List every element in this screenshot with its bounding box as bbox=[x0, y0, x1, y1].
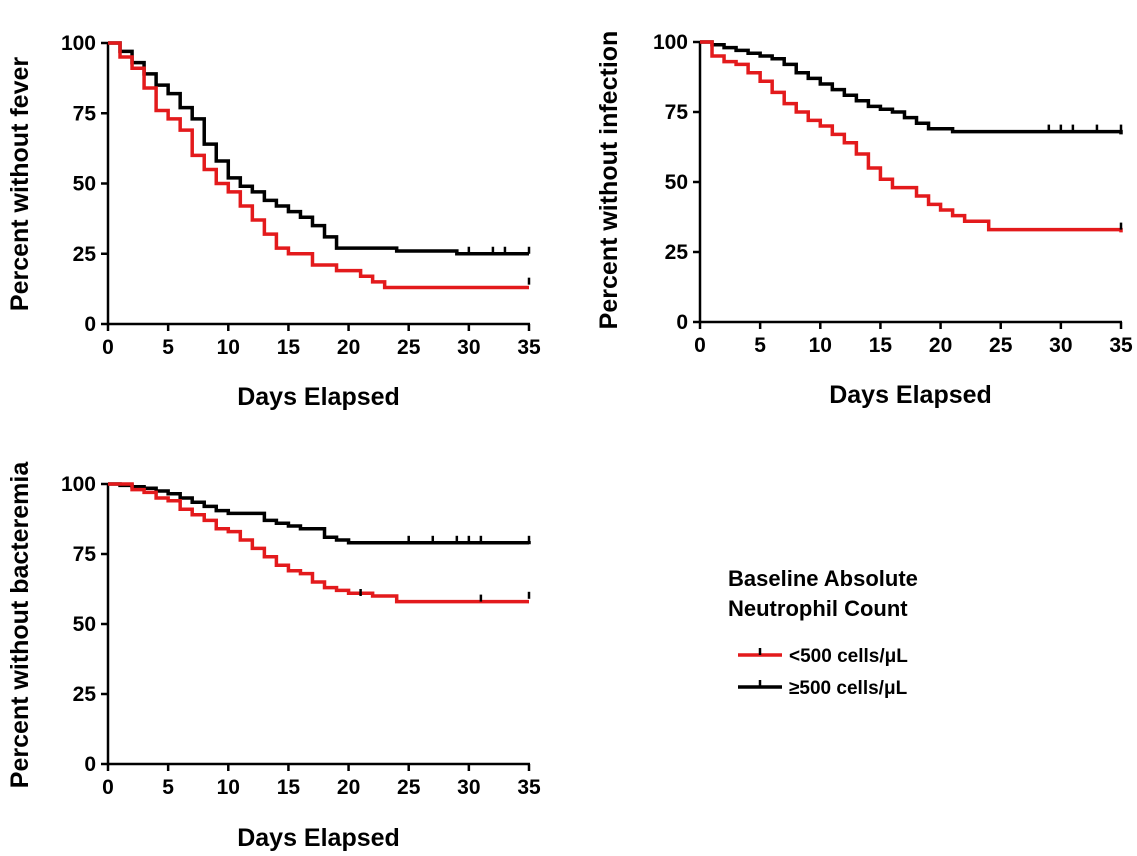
y-tick-label: 100 bbox=[61, 473, 96, 496]
y-tick-label: 50 bbox=[73, 613, 96, 636]
x-tick-label: 25 bbox=[397, 776, 421, 799]
x-tick-label: 30 bbox=[457, 776, 480, 799]
x-tick-label: 20 bbox=[337, 776, 360, 799]
series-line-lt500 bbox=[108, 41, 529, 290]
x-tick-label: 15 bbox=[277, 336, 301, 359]
y-tick-label: 100 bbox=[653, 31, 688, 54]
x-tick-label: 25 bbox=[989, 334, 1013, 357]
x-tick-label: 30 bbox=[457, 336, 480, 359]
legend-entry-ge500: ≥500 cells/μL bbox=[738, 678, 908, 699]
y-tick-label: 100 bbox=[61, 32, 96, 55]
y-tick-label: 25 bbox=[73, 243, 97, 266]
series-line-lt500 bbox=[700, 40, 1123, 233]
y-tick-label: 0 bbox=[84, 753, 96, 776]
x-tick-label: 20 bbox=[929, 334, 952, 357]
x-tick-label: 10 bbox=[217, 336, 240, 359]
fever-survival-panel: 0 5 10 15 20 25 30 35 0 25 50 75 100 Days Elapsed Perc… bbox=[6, 32, 541, 411]
infection-survival-panel: 0 5 10 15 20 25 30 35 0 25 50 75 100 Days Elapsed Perc… bbox=[595, 31, 1133, 409]
x-tick-label: 25 bbox=[397, 336, 421, 359]
x-tick-label: 0 bbox=[694, 334, 706, 357]
y-axis-title: Percent without infection bbox=[595, 31, 623, 330]
x-axis-title: Days Elapsed bbox=[237, 824, 400, 852]
x-tick-label: 5 bbox=[162, 336, 174, 359]
y-tick-label: 75 bbox=[73, 543, 97, 566]
y-axis-title: Percent without bacteremia bbox=[6, 461, 34, 789]
x-tick-label: 30 bbox=[1049, 334, 1072, 357]
y-axis-title: Percent without fever bbox=[6, 57, 34, 311]
y-tick-label: 0 bbox=[676, 311, 688, 334]
y-tick-label: 75 bbox=[73, 102, 97, 125]
x-tick-label: 5 bbox=[754, 334, 766, 357]
x-tick-label: 0 bbox=[102, 336, 114, 359]
x-tick-label: 10 bbox=[809, 334, 832, 357]
y-tick-label: 0 bbox=[84, 313, 96, 336]
legend: Baseline Absolute Neutrophil Count <500 … bbox=[728, 566, 918, 699]
x-tick-label: 15 bbox=[869, 334, 893, 357]
y-tick-label: 75 bbox=[665, 101, 689, 124]
legend-title-line1: Baseline Absolute bbox=[728, 566, 918, 591]
y-tick-label: 50 bbox=[665, 171, 688, 194]
x-tick-label: 5 bbox=[162, 776, 174, 799]
x-tick-label: 35 bbox=[517, 776, 541, 799]
x-tick-label: 35 bbox=[1109, 334, 1133, 357]
x-tick-label: 15 bbox=[277, 776, 301, 799]
y-tick-label: 25 bbox=[665, 241, 689, 264]
x-axis-title: Days Elapsed bbox=[829, 381, 992, 409]
series-line-ge500 bbox=[700, 40, 1123, 135]
legend-title-line2: Neutrophil Count bbox=[728, 596, 908, 621]
legend-entry-lt500: <500 cells/μL bbox=[738, 646, 908, 667]
series-line-ge500 bbox=[108, 482, 531, 545]
x-tick-label: 35 bbox=[517, 336, 541, 359]
x-axis-title: Days Elapsed bbox=[237, 383, 400, 411]
x-tick-label: 0 bbox=[102, 776, 114, 799]
y-tick-label: 50 bbox=[73, 173, 96, 196]
legend-label-lt500: <500 cells/μL bbox=[789, 646, 908, 667]
x-tick-label: 20 bbox=[337, 336, 360, 359]
legend-label-ge500: ≥500 cells/μL bbox=[789, 678, 908, 699]
x-tick-label: 10 bbox=[217, 776, 240, 799]
bacteremia-survival-panel: 0 5 10 15 20 25 30 35 0 25 50 75 100 Days Elapsed Perc… bbox=[6, 461, 541, 852]
y-tick-label: 25 bbox=[73, 683, 97, 706]
series-line-lt500 bbox=[108, 482, 529, 604]
series-line-ge500 bbox=[108, 41, 529, 256]
